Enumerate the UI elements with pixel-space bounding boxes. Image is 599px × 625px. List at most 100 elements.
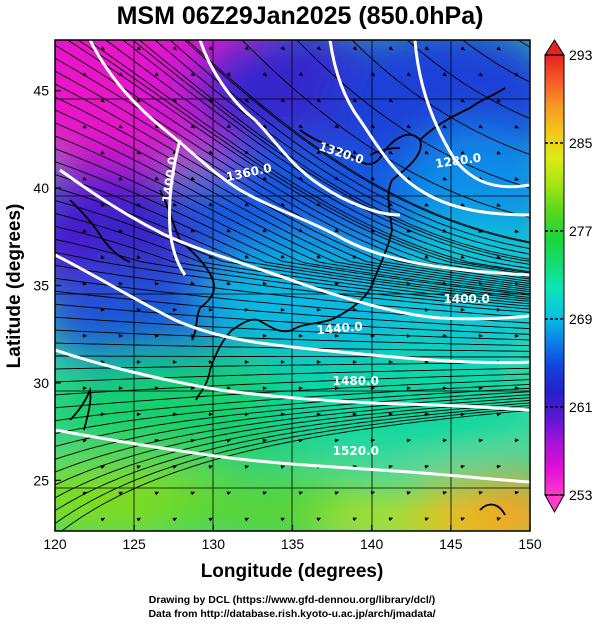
colorbar-min-triangle <box>544 494 565 514</box>
colorbar-tick-label: 293 <box>569 47 593 63</box>
wind-arrow <box>82 229 87 233</box>
wind-arrow <box>172 202 177 207</box>
streamline <box>55 200 530 302</box>
x-axis-ticks: 120 125 130 135 140 145 150 <box>43 525 542 552</box>
wind-arrow <box>496 464 501 469</box>
streamline <box>55 407 530 525</box>
wind-arrow <box>370 491 375 496</box>
wind-arrow <box>100 150 105 155</box>
colorbar-gradient <box>544 54 565 496</box>
wind-arrow <box>262 228 267 233</box>
wind-arrow <box>460 202 465 207</box>
streamline <box>55 264 530 318</box>
x-tick-label: 145 <box>439 536 463 552</box>
wind-arrow <box>478 490 483 495</box>
wind-arrow <box>496 46 501 51</box>
wind-arrow <box>406 491 411 496</box>
wind-arrow <box>406 176 411 181</box>
wind-arrow <box>406 438 411 443</box>
wind-arrow <box>154 72 159 77</box>
streamline <box>55 355 530 358</box>
streamline <box>55 109 530 289</box>
wind-arrow <box>226 281 232 286</box>
wind-arrow <box>190 228 195 233</box>
streamline <box>55 174 530 298</box>
wind-arrow <box>388 46 393 51</box>
wind-arrow <box>388 150 393 155</box>
credit-data: Data from http://database.rish.kyoto-u.a… <box>148 608 435 620</box>
wind-arrow <box>442 124 447 129</box>
wind-arrow <box>514 438 520 443</box>
colorbar: 293 285 277 269 261 253 <box>544 39 593 514</box>
wind-arrow <box>442 72 447 77</box>
wind-arrow <box>460 517 465 522</box>
wind-arrow <box>118 281 124 286</box>
x-tick-label: 140 <box>360 536 384 552</box>
streamline <box>55 44 530 278</box>
wind-arrow <box>244 45 249 51</box>
streamline <box>55 329 530 347</box>
wind-arrow <box>208 202 213 207</box>
contour-1400-a <box>168 139 187 276</box>
wind-arrow <box>190 491 195 496</box>
streamline <box>55 161 530 296</box>
wind-arrow <box>478 72 483 77</box>
wind-arrow <box>262 438 267 443</box>
wind-arrow <box>316 254 321 259</box>
y-axis-ticks: 25 30 35 40 45 <box>33 83 61 488</box>
streamline <box>77 40 530 274</box>
streamline <box>55 213 530 305</box>
x-tick-label: 135 <box>281 536 305 552</box>
wind-arrow <box>190 124 195 129</box>
wind-arrow <box>424 517 429 522</box>
wind-arrow <box>334 124 339 129</box>
wind-arrow <box>100 465 105 470</box>
wind-arrow <box>244 254 249 259</box>
streamline <box>186 40 530 243</box>
wind-arrow <box>460 98 465 103</box>
contour-1280 <box>413 40 530 189</box>
wind-arrow <box>424 254 429 259</box>
wind-arrow <box>478 281 484 286</box>
wind-arrow <box>514 229 519 234</box>
streamline <box>55 405 530 512</box>
streamline <box>55 148 530 295</box>
y-axis-title: Latitude (degrees) <box>4 204 25 369</box>
wind-arrow <box>244 98 249 103</box>
streamline <box>55 397 530 473</box>
wind-arrow <box>100 98 105 103</box>
wind-arrow <box>316 202 321 207</box>
wind-arrow <box>118 228 123 233</box>
wind-arrow <box>208 465 213 470</box>
streamline <box>55 238 530 310</box>
credit-drawing: Drawing by DCL (https://www.gfd-dennou.o… <box>149 594 435 606</box>
wind-arrow <box>388 98 393 103</box>
wind-arrow <box>226 176 231 181</box>
streamline <box>351 40 530 155</box>
streamline <box>55 402 530 499</box>
streamline <box>241 40 530 218</box>
wind-arrow <box>136 98 141 103</box>
wind-arrow <box>100 517 105 522</box>
wind-arrow <box>316 98 321 103</box>
wind-arrow <box>352 254 357 259</box>
wind-arrow <box>478 229 483 233</box>
wind-arrow <box>496 98 501 103</box>
wind-arrow <box>100 46 105 51</box>
streamline <box>55 373 530 396</box>
contour-label: 1520.0 <box>333 444 379 458</box>
wind-arrow <box>388 517 393 522</box>
wind-arrow <box>298 124 303 129</box>
wind-arrow <box>496 517 501 522</box>
wind-arrow <box>514 281 520 286</box>
wind-arrow <box>154 124 159 129</box>
wind-arrow <box>352 464 357 469</box>
wind-arrow <box>442 176 447 181</box>
streamline <box>55 394 530 460</box>
wind-arrow <box>82 438 87 443</box>
wind-arrow <box>190 281 196 286</box>
wind-arrow <box>406 228 411 233</box>
wind-streamlines <box>55 40 530 531</box>
contour-label: 1400.0 <box>444 292 490 306</box>
streamline <box>55 290 530 330</box>
